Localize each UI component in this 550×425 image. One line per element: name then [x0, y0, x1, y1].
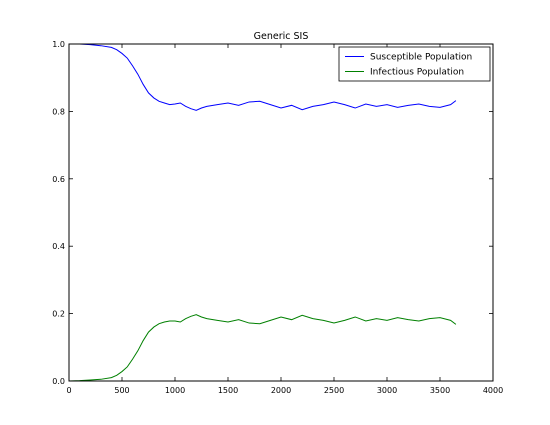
series-line-0	[69, 43, 457, 111]
x-tick-label: 4000	[483, 386, 503, 395]
series-layer	[68, 43, 457, 382]
chart-title: Generic SIS	[254, 31, 309, 42]
legend: Susceptible Population Infectious Popula…	[338, 46, 491, 82]
series-line-1	[68, 314, 457, 382]
x-tick-label: 0	[66, 386, 71, 395]
y-tick-label: 0.6	[52, 175, 65, 184]
y-tick-label: 0.2	[52, 310, 65, 319]
x-tick-label: 1500	[218, 386, 238, 395]
y-tick-label: 0.8	[52, 107, 65, 116]
x-tick-label: 3500	[430, 386, 450, 395]
x-tick-label: 2500	[324, 386, 344, 395]
x-tick-label: 3000	[377, 386, 397, 395]
x-tick-label: 2000	[271, 386, 291, 395]
y-tick-label: 0.4	[52, 242, 65, 251]
tick-layer: 0 500 1000 1500 2000 2500 3000 3500 4000 0.0 0.2 0.…	[52, 40, 503, 395]
legend-label-infectious: Infectious Population	[370, 68, 464, 78]
x-tick-label: 1000	[165, 386, 185, 395]
y-tick-label: 0.0	[52, 377, 65, 386]
legend-label-susceptible: Susceptible Population	[370, 53, 472, 63]
y-tick-label: 1.0	[52, 40, 65, 49]
x-tick-label: 500	[114, 386, 129, 395]
plot-area	[69, 44, 493, 381]
legend-box	[338, 46, 491, 82]
